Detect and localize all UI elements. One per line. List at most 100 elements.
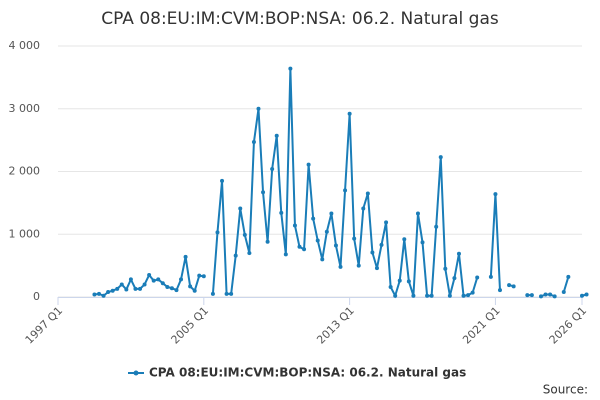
point [274,133,279,138]
point [288,66,293,71]
point [306,162,311,167]
point [425,293,430,298]
point [270,166,275,171]
x-tick-label: 2021 Q1 [460,304,503,347]
point [329,211,334,216]
point [429,293,434,298]
point [197,273,202,278]
point [229,291,234,296]
point [548,292,553,297]
point [415,211,420,216]
point [475,275,480,280]
point [302,247,307,252]
point [584,292,589,297]
point [388,284,393,289]
point [333,243,338,248]
point [393,293,398,298]
point [461,293,466,298]
point [566,274,571,279]
point [497,288,502,293]
point [320,257,325,262]
point [179,277,184,282]
point [311,216,316,221]
point [151,278,156,283]
point [138,286,143,291]
y-tick-label: 2 000 [9,165,41,178]
point [119,282,124,287]
source: Source: [543,383,588,397]
point [580,293,584,298]
point [525,293,530,298]
y-tick-label: 0 [33,290,40,303]
point [210,291,215,296]
point [251,140,256,145]
point [220,178,225,183]
point [420,240,425,245]
y-tick-label: 1 000 [9,227,41,240]
point [379,242,384,247]
point [215,230,220,235]
point [279,210,284,215]
y-tick-label: 4 000 [9,39,41,52]
legend-label: CPA 08:EU:IM:CVM:BOP:NSA: 06.2. Natural … [149,366,466,380]
point [261,190,266,195]
point [233,253,238,258]
point [92,292,97,297]
point [201,274,206,279]
point [511,284,516,289]
point [247,251,252,256]
point [438,155,443,160]
point [397,278,402,283]
point [370,250,375,255]
point [338,264,343,269]
legend-marker [133,370,139,376]
point [561,289,566,294]
point [292,223,297,228]
point [374,266,379,271]
point [115,286,120,291]
point [543,292,548,297]
point [356,263,361,268]
point [466,293,471,298]
point [147,273,152,278]
point [443,266,448,271]
point [434,224,439,229]
point [447,293,452,298]
point [160,281,165,286]
point [169,286,174,291]
point [411,293,416,298]
x-tick-label: 2005 Q1 [169,304,212,347]
point [315,238,320,243]
x-tick-label: 2026 Q1 [547,304,590,347]
y-tick-label: 3 000 [9,102,41,115]
line [94,68,587,299]
point [106,289,111,294]
point [101,293,106,298]
point [552,294,557,299]
point [128,277,133,282]
point [406,279,411,284]
point [165,284,170,289]
point [174,288,179,293]
x-tick-label: 1997 Q1 [23,304,66,347]
point [347,111,352,116]
point [352,236,357,241]
point [507,283,512,288]
point [97,291,102,296]
point [470,290,475,295]
point [343,188,348,193]
point [256,106,261,111]
point [452,276,457,281]
point [493,192,498,197]
point [283,252,288,257]
point [183,254,188,259]
point [265,239,270,244]
point [402,237,407,242]
point [384,220,389,225]
point [188,284,193,289]
point [538,294,543,299]
point [142,282,147,287]
point [365,191,370,196]
point [324,229,329,234]
